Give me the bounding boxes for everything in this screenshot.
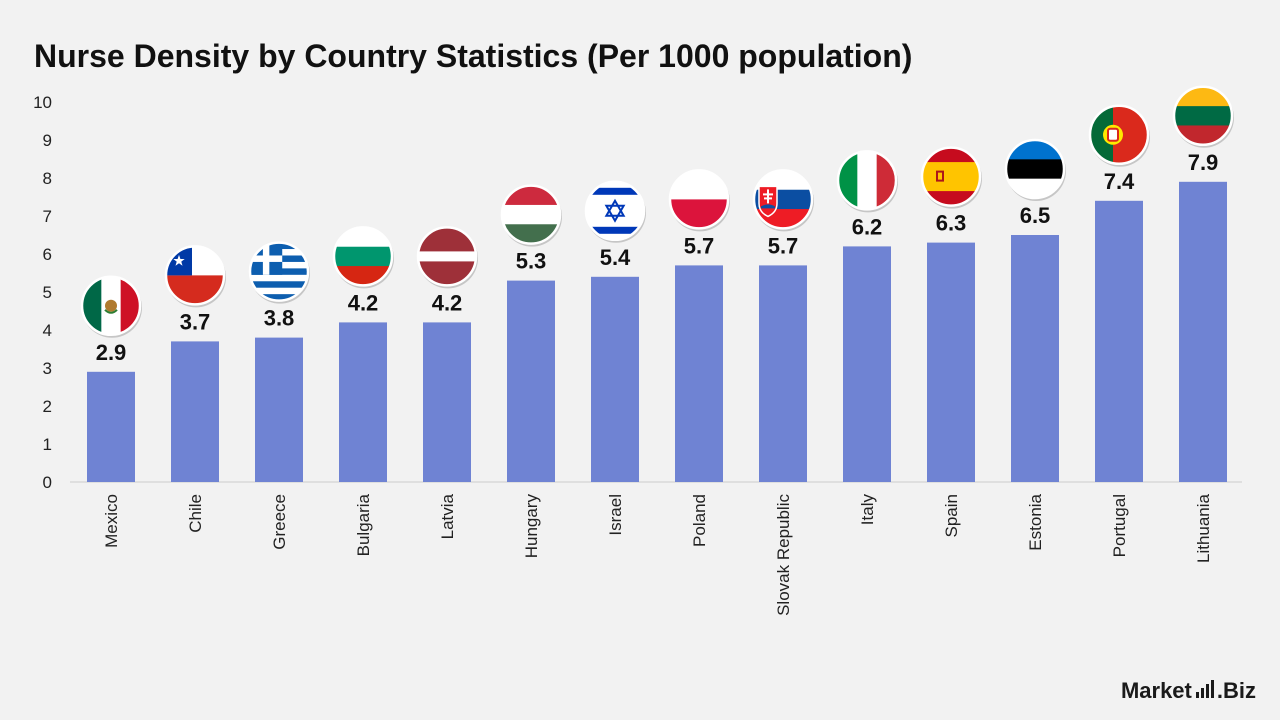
brand-name: Market bbox=[1120, 678, 1192, 703]
x-tick-label: Chile bbox=[186, 494, 205, 533]
bar bbox=[591, 276, 639, 482]
poland-flag-icon bbox=[668, 169, 730, 232]
x-tick-label: Israel bbox=[606, 494, 625, 536]
slovak-republic-flag-icon bbox=[752, 169, 814, 232]
data-label: 6.2 bbox=[852, 214, 883, 239]
data-label: 7.9 bbox=[1188, 150, 1219, 175]
bar bbox=[507, 280, 555, 482]
y-tick-label: 1 bbox=[43, 435, 52, 454]
bars: 2.9 3.7 3.8 4.2 4.2 5.3 5.4 5.7 5.7 6.2 6.3 6.5 7.4 7… bbox=[80, 85, 1234, 483]
x-tick-label: Bulgaria bbox=[354, 493, 373, 556]
y-tick-label: 9 bbox=[43, 131, 52, 150]
x-tick-label: Slovak Republic bbox=[774, 494, 793, 616]
x-tick-label: Latvia bbox=[438, 493, 457, 539]
y-tick-label: 6 bbox=[43, 245, 52, 264]
brand-logo: Market .Biz bbox=[1121, 678, 1256, 704]
greece-flag-icon bbox=[248, 241, 310, 304]
latvia-flag-icon bbox=[416, 226, 478, 289]
x-tick-label: Spain bbox=[942, 494, 961, 537]
bar bbox=[675, 265, 723, 482]
y-tick-label: 3 bbox=[43, 359, 52, 378]
x-tick-label: Greece bbox=[270, 494, 289, 550]
bar bbox=[927, 242, 975, 482]
bar bbox=[255, 337, 303, 482]
data-label: 3.7 bbox=[180, 309, 211, 334]
bar bbox=[171, 341, 219, 482]
israel-flag-icon bbox=[584, 180, 646, 243]
hungary-flag-icon bbox=[500, 184, 562, 247]
bar bbox=[87, 371, 135, 482]
chart-title: Nurse Density by Country Statistics (Per… bbox=[34, 38, 913, 74]
x-tick-label: Mexico bbox=[102, 494, 121, 548]
bar bbox=[843, 246, 891, 482]
data-label: 7.4 bbox=[1104, 169, 1135, 194]
data-label: 5.3 bbox=[516, 249, 547, 274]
data-label: 5.4 bbox=[600, 245, 631, 270]
bar bbox=[423, 322, 471, 482]
x-tick-label: Lithuania bbox=[1194, 493, 1213, 563]
bar bbox=[339, 322, 387, 482]
bar bbox=[1095, 200, 1143, 483]
y-tick-label: 0 bbox=[43, 473, 52, 492]
y-tick-label: 5 bbox=[43, 283, 52, 302]
y-tick-label: 7 bbox=[43, 207, 52, 226]
data-label: 6.5 bbox=[1020, 203, 1051, 228]
data-label: 4.2 bbox=[432, 290, 463, 315]
data-label: 6.3 bbox=[936, 211, 967, 236]
brand-bars-icon bbox=[1195, 680, 1214, 698]
portugal-flag-icon bbox=[1088, 104, 1150, 167]
y-tick-label: 8 bbox=[43, 169, 52, 188]
spain-flag-icon bbox=[920, 146, 982, 209]
mexico-flag-icon bbox=[80, 275, 142, 338]
data-label: 5.7 bbox=[684, 233, 715, 258]
x-axis-labels: Mexico Chile Greece Bulgaria Latvia Hungary Is… bbox=[102, 493, 1213, 615]
brand-suffix: .Biz bbox=[1216, 678, 1256, 703]
data-label: 3.8 bbox=[264, 306, 295, 331]
estonia-flag-icon bbox=[1004, 138, 1066, 201]
x-tick-label: Poland bbox=[690, 494, 709, 547]
y-tick-label: 10 bbox=[33, 93, 52, 112]
x-tick-label: Italy bbox=[858, 494, 877, 526]
x-tick-label: Portugal bbox=[1110, 494, 1129, 557]
bar bbox=[1011, 235, 1059, 482]
chile-flag-icon bbox=[164, 245, 226, 308]
x-tick-label: Estonia bbox=[1026, 493, 1045, 550]
lithuania-flag-icon bbox=[1172, 85, 1234, 148]
y-tick-label: 2 bbox=[43, 397, 52, 416]
data-label: 4.2 bbox=[348, 290, 379, 315]
bar bbox=[759, 265, 807, 482]
y-axis: 0 1 2 3 4 5 6 7 8 9 10 bbox=[33, 93, 52, 492]
italy-flag-icon bbox=[836, 150, 898, 213]
bulgaria-flag-icon bbox=[332, 226, 394, 289]
data-label: 2.9 bbox=[96, 340, 127, 365]
x-tick-label: Hungary bbox=[522, 494, 541, 559]
data-label: 5.7 bbox=[768, 233, 799, 258]
y-tick-label: 4 bbox=[43, 321, 52, 340]
bar bbox=[1179, 181, 1227, 483]
